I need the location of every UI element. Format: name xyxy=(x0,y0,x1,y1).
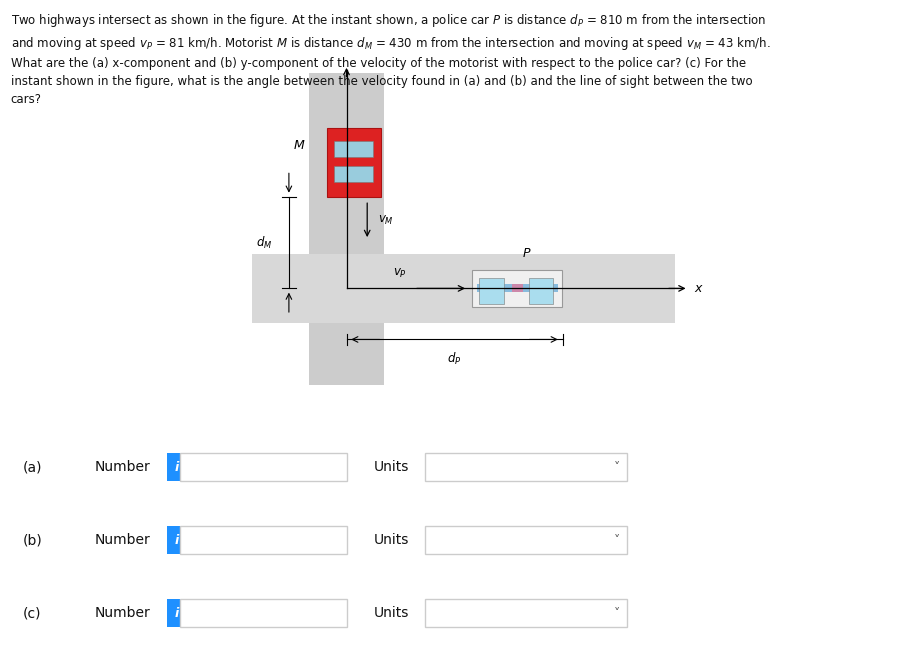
Bar xyxy=(334,141,373,157)
Bar xyxy=(528,278,554,304)
Bar xyxy=(309,73,384,385)
Text: i: i xyxy=(175,461,178,474)
Bar xyxy=(472,270,562,307)
Text: i: i xyxy=(175,607,178,620)
Bar xyxy=(166,453,186,481)
Text: (a): (a) xyxy=(22,460,42,475)
Bar xyxy=(425,599,627,627)
Bar xyxy=(477,284,558,292)
Bar xyxy=(334,166,373,182)
Text: Number: Number xyxy=(94,533,150,548)
Text: (c): (c) xyxy=(22,606,41,621)
Bar xyxy=(166,526,186,554)
Text: Number: Number xyxy=(94,606,150,621)
Bar xyxy=(252,254,675,323)
Text: Units: Units xyxy=(374,606,409,621)
Text: ˅: ˅ xyxy=(614,607,619,620)
Text: $v_P$: $v_P$ xyxy=(393,267,407,280)
Bar xyxy=(479,278,504,304)
Text: x: x xyxy=(695,282,702,295)
Text: $v_M$: $v_M$ xyxy=(378,213,394,227)
Text: (b): (b) xyxy=(22,533,42,548)
Bar xyxy=(180,526,346,554)
Bar xyxy=(425,526,627,554)
Text: ˅: ˅ xyxy=(614,461,619,474)
Text: Two highways intersect as shown in the figure. At the instant shown, a police ca: Two highways intersect as shown in the f… xyxy=(11,12,770,106)
Text: $d_P$: $d_P$ xyxy=(447,351,462,367)
Text: Units: Units xyxy=(374,533,409,548)
Bar xyxy=(180,453,346,481)
Bar xyxy=(309,254,384,323)
Bar xyxy=(180,599,346,627)
Text: M: M xyxy=(293,139,304,152)
Bar xyxy=(166,599,186,627)
Bar xyxy=(425,453,627,481)
Text: P: P xyxy=(523,247,530,260)
Text: $d_M$: $d_M$ xyxy=(256,235,273,251)
Text: Units: Units xyxy=(374,460,409,475)
Text: ˅: ˅ xyxy=(614,534,619,547)
Text: i: i xyxy=(175,534,178,547)
Bar xyxy=(327,128,381,197)
Bar xyxy=(512,284,523,292)
Text: Number: Number xyxy=(94,460,150,475)
